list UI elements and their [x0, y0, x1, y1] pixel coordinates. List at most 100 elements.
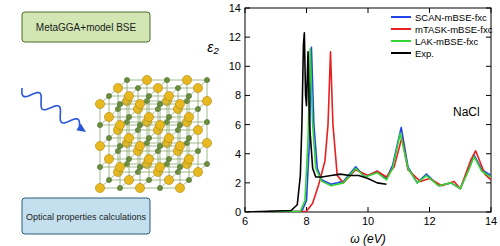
atom — [157, 185, 162, 190]
atom — [146, 93, 151, 98]
series-line — [245, 33, 386, 212]
atom — [124, 133, 133, 142]
legend-label: SCAN-mBSE-fxc — [415, 12, 487, 23]
atom — [193, 83, 202, 92]
y-tick — [245, 37, 250, 38]
atom — [157, 101, 162, 106]
x-tick-label: 14 — [485, 215, 497, 227]
atom — [97, 164, 102, 169]
y-tick-label: 8 — [235, 89, 241, 101]
y-tick — [245, 66, 250, 67]
legend-swatch — [391, 40, 411, 42]
atom — [117, 101, 122, 106]
atom — [142, 75, 151, 84]
atom — [95, 141, 104, 150]
plot-frame — [245, 8, 491, 212]
y-tick-label: 2 — [235, 177, 241, 189]
y-tick-label: 4 — [235, 148, 241, 160]
atom — [137, 164, 142, 169]
series-line — [245, 49, 491, 212]
atom — [177, 122, 182, 127]
atom — [124, 77, 129, 82]
atom — [164, 91, 173, 100]
atom — [117, 143, 122, 148]
y-tick — [486, 66, 491, 67]
legend-swatch — [391, 16, 411, 18]
x-tick — [368, 8, 369, 13]
y-tick-label: 10 — [229, 60, 241, 72]
atom — [144, 154, 153, 163]
x-axis-label: ω (eV) — [350, 232, 385, 246]
x-tick-label: 8 — [303, 215, 309, 227]
y-tick — [245, 95, 250, 96]
legend-label: LAK-mBSE-fxc — [415, 36, 479, 47]
box-label: MetaGGA+model BSE — [36, 22, 137, 33]
atom — [113, 83, 122, 92]
atom — [106, 177, 111, 182]
atom — [117, 185, 122, 190]
figure: MetaGGA+model BSE Optical properties calc… — [0, 0, 500, 246]
y-tick — [245, 124, 250, 125]
atom — [97, 122, 102, 127]
atom — [126, 156, 131, 161]
legend: SCAN-mBSE-fxcmTASK-mBSE-fxcLAK-mBSE-fxcE… — [391, 12, 493, 59]
y-tick — [245, 182, 250, 183]
atom — [135, 85, 140, 90]
atom — [186, 93, 191, 98]
atom — [202, 96, 211, 105]
series-group — [245, 33, 491, 212]
y-tick — [245, 153, 250, 154]
x-tick — [429, 207, 430, 212]
crystal — [95, 75, 211, 192]
atom — [135, 183, 144, 192]
atom — [186, 135, 191, 140]
box — [22, 12, 150, 42]
atom — [166, 156, 171, 161]
atom — [104, 112, 113, 121]
box — [22, 198, 150, 234]
x-tick-label: 12 — [423, 215, 435, 227]
annotation: NaCl — [453, 105, 480, 119]
legend-swatch — [391, 52, 411, 54]
y-tick-label: 14 — [229, 2, 241, 14]
atom — [195, 106, 200, 111]
legend-label: Exp. — [415, 48, 434, 59]
atom — [124, 91, 133, 100]
atom — [164, 133, 173, 142]
box-label: Optical properties calculations — [26, 212, 147, 222]
x-tick-label: 10 — [362, 215, 374, 227]
atom — [157, 143, 162, 148]
atom — [126, 114, 131, 119]
atom — [155, 120, 164, 129]
axes: 6810121402468101214ω (eV)ε₂ — [207, 2, 497, 246]
atom — [135, 99, 144, 108]
atom — [193, 125, 202, 134]
y-tick — [486, 124, 491, 125]
atom — [115, 120, 124, 129]
atom — [144, 112, 153, 121]
y-tick — [486, 153, 491, 154]
atom — [202, 138, 211, 147]
atom — [204, 161, 209, 166]
chart: 6810121402468101214ω (eV)ε₂SCAN-mBSE-fxc… — [207, 2, 497, 246]
atom — [106, 135, 111, 140]
atom — [155, 162, 164, 171]
legend-label: mTASK-mBSE-fxc — [415, 24, 493, 35]
series-line — [245, 47, 491, 212]
atom — [184, 154, 193, 163]
diagram: MetaGGA+model BSE Optical properties calc… — [22, 12, 212, 234]
y-tick — [486, 95, 491, 96]
atom — [175, 85, 180, 90]
atom — [177, 164, 182, 169]
y-tick-label: 6 — [235, 119, 241, 131]
atom — [115, 162, 124, 171]
atom — [175, 141, 184, 150]
y-tick — [486, 182, 491, 183]
atom — [95, 99, 104, 108]
atom — [186, 177, 191, 182]
series-line — [245, 52, 491, 212]
atom — [153, 83, 162, 92]
atom — [146, 135, 151, 140]
legend-swatch — [391, 28, 411, 30]
atom — [166, 114, 171, 119]
